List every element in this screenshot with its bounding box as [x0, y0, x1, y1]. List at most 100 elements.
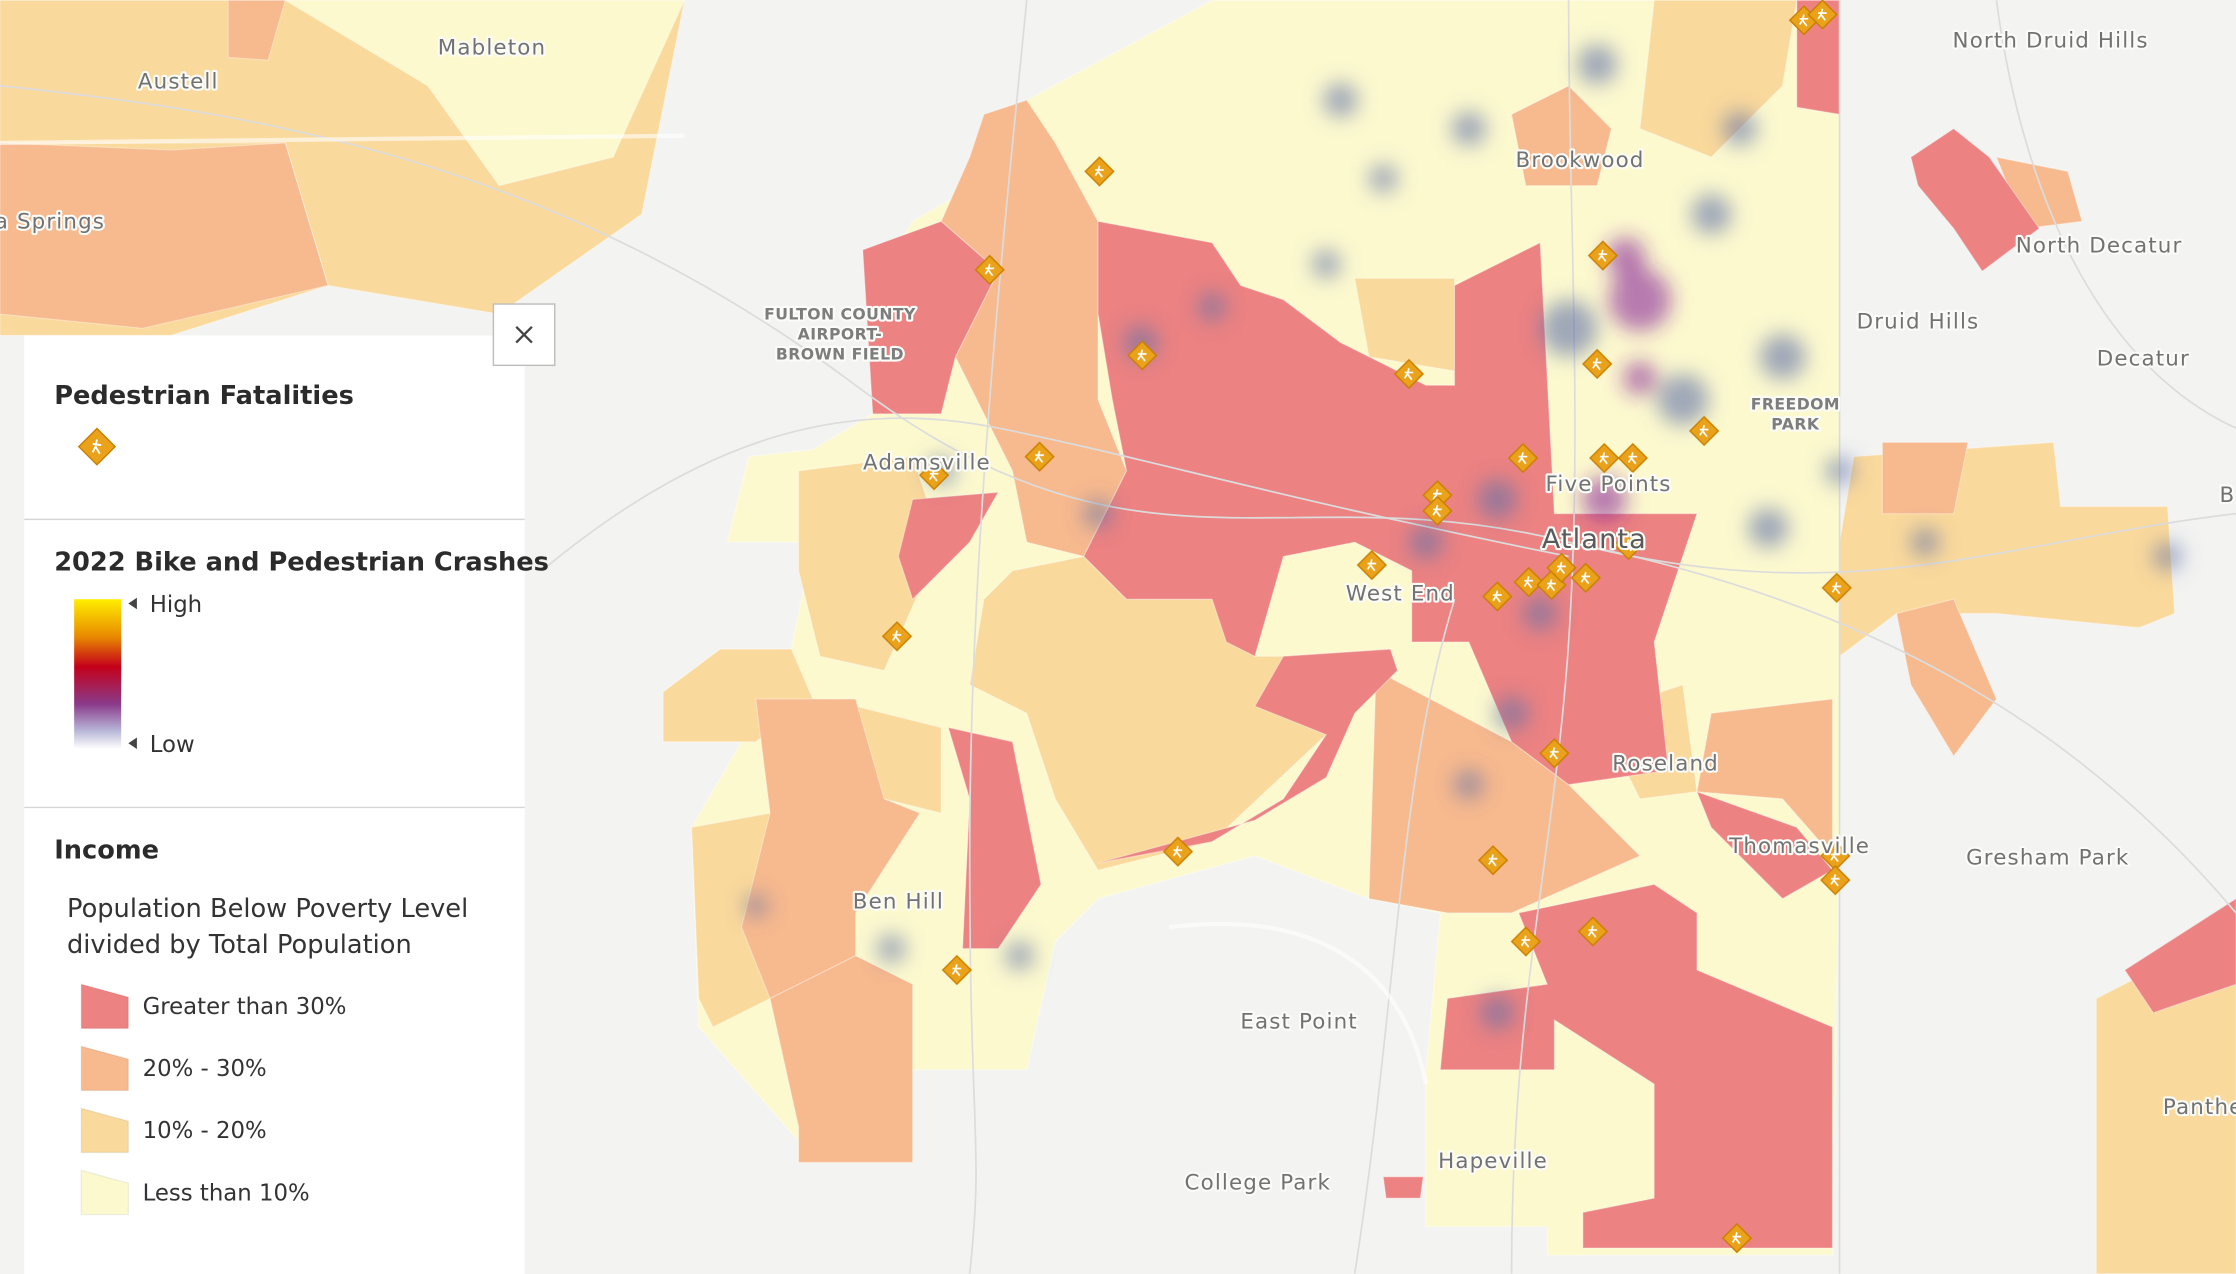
marker-glyph [1488, 854, 1498, 867]
marker-glyph [1830, 874, 1840, 887]
income-zone [1895, 598, 1998, 758]
fatality-marker [1477, 845, 1509, 876]
marker-diamond [974, 254, 1005, 285]
heat-spot [1540, 299, 1598, 357]
place-label: Austell [138, 70, 219, 95]
fatality-marker [1393, 358, 1425, 390]
marker-diamond [1507, 442, 1539, 474]
heat-spot [1691, 194, 1732, 235]
marker-glyph [1580, 571, 1591, 585]
class-swatch [80, 983, 130, 1030]
marker-glyph [1798, 14, 1809, 27]
marker-glyph [1492, 590, 1502, 603]
place-label: Panthe [2163, 1095, 2236, 1120]
legend-description: Population Below Poverty Level [67, 894, 468, 924]
marker-diamond [1820, 840, 1851, 872]
marker-glyph [1731, 1232, 1742, 1245]
class-swatch [80, 1169, 130, 1216]
place-label: Druid Hills [1857, 309, 1980, 334]
heat-spot [1577, 44, 1618, 85]
heat-spot [1197, 292, 1227, 322]
facility-label: FREEDOM [1751, 395, 1840, 414]
income-zone [1510, 85, 1613, 187]
marker-diamond [1617, 442, 1648, 474]
place-label: College Park [1185, 1171, 1331, 1196]
marker-glyph [1517, 452, 1528, 465]
fatality-marker [1688, 415, 1720, 447]
marker-diamond [1589, 442, 1620, 474]
marker-glyph [929, 469, 939, 482]
place-label: Thomasville [1728, 834, 1870, 859]
marker-diamond [1422, 479, 1453, 511]
heat-spot [1605, 237, 1646, 277]
marker-diamond [1024, 441, 1055, 472]
heat-spot [1454, 770, 1484, 799]
fatality-marker [918, 460, 950, 491]
heat-spot [1759, 333, 1806, 380]
legend-title: Pedestrian Fatalities [54, 381, 354, 411]
marker-diamond [1477, 845, 1509, 876]
class-label: 20% - 30% [143, 1056, 267, 1082]
marker-diamond [918, 460, 950, 491]
marker-diamond [1582, 348, 1613, 380]
fatality-marker [1356, 549, 1387, 581]
fatality-markers [881, 0, 1852, 1254]
class-label: Greater than 30% [143, 994, 347, 1020]
heat-spot [1368, 164, 1398, 193]
income-zone [1696, 698, 1834, 858]
marker-diamond [1127, 340, 1158, 371]
marker-glyph [1546, 579, 1556, 592]
marker-glyph [1366, 559, 1377, 572]
facility-label: AIRPORT- [798, 325, 883, 344]
marker-diamond [1570, 562, 1601, 593]
place-label: Hapeville [1438, 1149, 1548, 1174]
marker-glyph [1556, 561, 1566, 575]
fatality-marker [1589, 442, 1620, 474]
income-zone [740, 698, 921, 1000]
fatality-marker [974, 254, 1005, 285]
fatality-symbol [77, 427, 117, 466]
marker-glyph [951, 964, 962, 977]
heat-spot [1477, 479, 1518, 520]
fatality-marker [1807, 0, 1838, 30]
heat-spot [1608, 268, 1672, 332]
marker-glyph [1172, 845, 1183, 858]
marker-glyph [1592, 358, 1602, 371]
place-label: North Decatur [2016, 234, 2183, 259]
marker-diamond [1482, 581, 1513, 612]
fatality-marker [1587, 240, 1618, 271]
fatality-marker [1820, 865, 1851, 896]
marker-glyph [1623, 539, 1633, 552]
heat-spot [1581, 476, 1628, 523]
fatality-marker [1577, 916, 1608, 947]
marker-glyph [1034, 450, 1044, 463]
income-zone [1695, 790, 1834, 900]
class-label: 10% - 20% [143, 1118, 267, 1144]
fatality-marker [1613, 529, 1644, 561]
income-zone [769, 955, 914, 1164]
legend-panel: Pedestrian Fatalities 2022 Bike and Pede… [24, 335, 549, 1274]
marker-glyph [1137, 349, 1147, 362]
income-zone [897, 491, 1000, 601]
legend-title: Income [54, 836, 159, 866]
place-label: Five Points [1546, 472, 1672, 497]
marker-glyph [1627, 452, 1638, 465]
heat-spot [1910, 527, 1940, 557]
place-label: Ben Hill [853, 890, 944, 915]
heat-spot [1494, 696, 1529, 731]
fatality-marker [1513, 566, 1544, 598]
class-label: Less than 10% [143, 1180, 310, 1206]
place-label: Adamsville [863, 450, 991, 475]
heat-spot [1005, 941, 1034, 970]
income-zone [1368, 669, 1641, 914]
heat-spot [1311, 249, 1341, 279]
facility-label: PARK [1771, 415, 1820, 434]
heat-spot [1083, 499, 1113, 528]
heat-spot [1480, 995, 1515, 1030]
income-zone [0, 142, 329, 329]
close-button[interactable] [492, 303, 556, 367]
income-zone [227, 0, 286, 61]
